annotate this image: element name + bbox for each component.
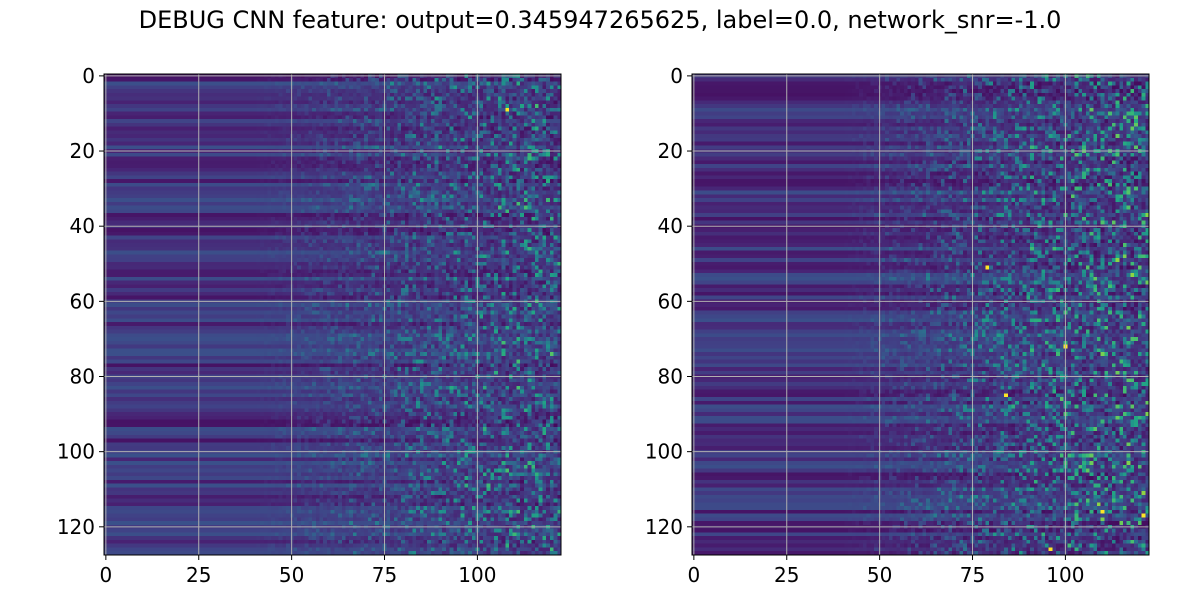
y-tick-label: 100 [645, 440, 683, 464]
x-tick-label: 50 [279, 563, 304, 587]
x-tick-label: 75 [960, 563, 985, 587]
y-tick-label: 120 [645, 515, 683, 539]
y-tick-label: 0 [670, 64, 683, 88]
y-tick-label: 20 [70, 139, 95, 163]
heatmap-image [692, 74, 1149, 555]
y-tick-label: 100 [57, 440, 95, 464]
x-tick-label: 50 [867, 563, 892, 587]
x-tick-label: 100 [1046, 563, 1084, 587]
y-tick-label: 40 [658, 214, 683, 238]
figure-title: DEBUG CNN feature: output=0.345947265625… [138, 6, 1062, 34]
plot-frame [103, 73, 562, 556]
y-tick-label: 60 [658, 289, 683, 313]
y-tick-label: 40 [70, 214, 95, 238]
y-tick-label: 120 [57, 515, 95, 539]
y-tick-label: 20 [658, 139, 683, 163]
y-tick-label: 0 [82, 64, 95, 88]
x-tick-label: 0 [687, 563, 700, 587]
plot-frame [691, 73, 1150, 556]
y-tick-label: 80 [70, 365, 95, 389]
y-tick-label: 80 [658, 365, 683, 389]
x-tick-label: 75 [372, 563, 397, 587]
x-tick-label: 25 [186, 563, 211, 587]
x-tick-label: 100 [458, 563, 496, 587]
x-tick-label: 25 [774, 563, 799, 587]
heatmap-image [104, 74, 561, 555]
x-tick-label: 0 [99, 563, 112, 587]
y-tick-label: 60 [70, 289, 95, 313]
